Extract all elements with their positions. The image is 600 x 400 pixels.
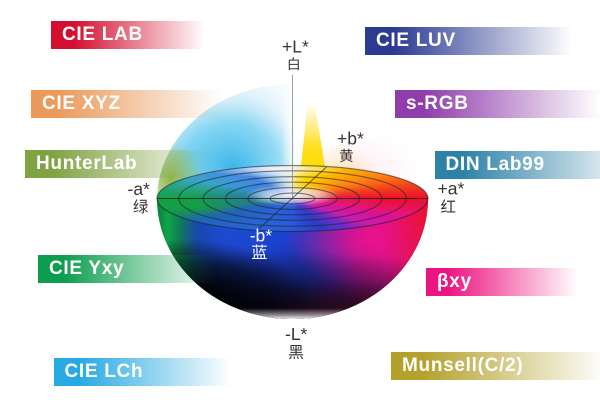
svg-text:+L*: +L* (282, 37, 309, 57)
svg-text:-b*: -b* (250, 225, 273, 245)
svg-text:-L*: -L* (285, 324, 308, 344)
svg-text:+a*: +a* (438, 179, 465, 199)
svg-text:-a*: -a* (128, 179, 151, 199)
svg-text:+b*: +b* (337, 128, 364, 148)
